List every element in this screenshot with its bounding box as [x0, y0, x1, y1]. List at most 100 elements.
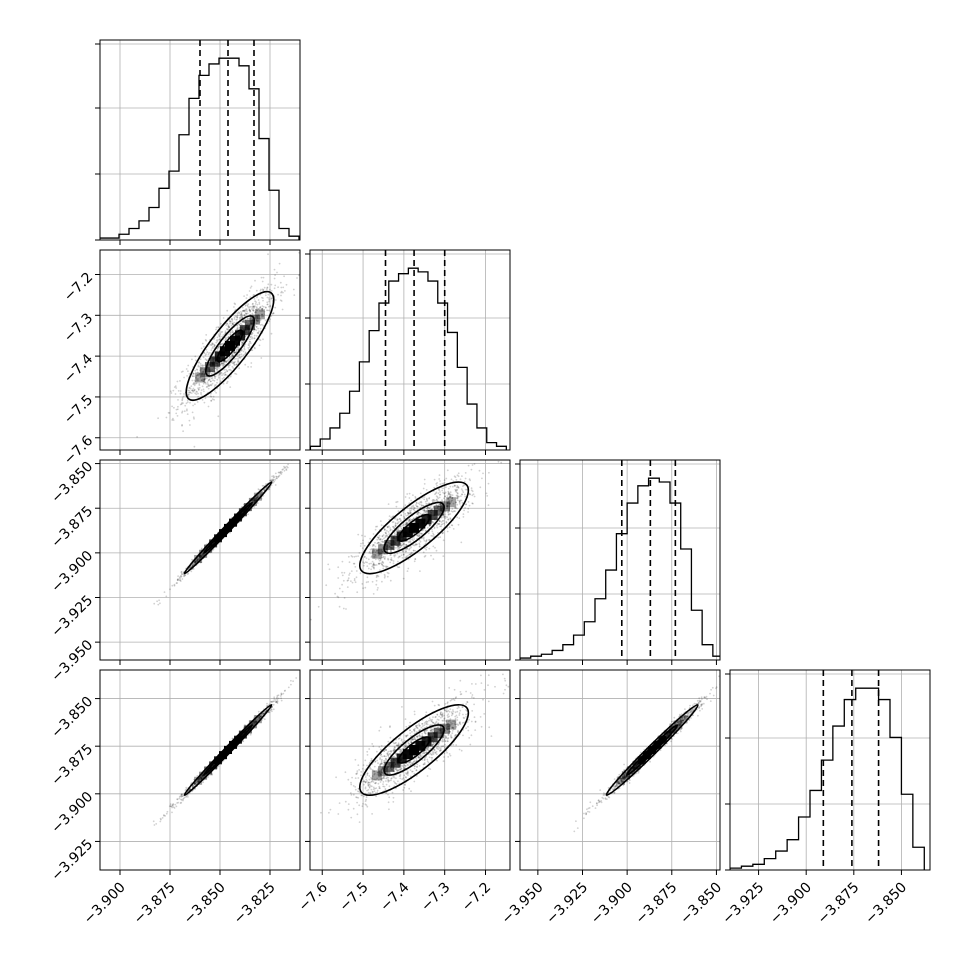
scatter-point — [227, 324, 230, 327]
scatter-point — [213, 379, 216, 382]
scatter-point — [410, 519, 413, 521]
density-cell — [230, 335, 240, 346]
scatter-point — [222, 334, 225, 336]
scatter-point — [236, 326, 239, 329]
scatter-point — [176, 579, 179, 582]
scatter-point — [241, 306, 244, 309]
scatter-point — [405, 522, 407, 525]
scatter-point — [227, 326, 230, 329]
axes-frame — [729, 669, 931, 871]
scatter-point — [423, 539, 426, 542]
scatter-point — [236, 363, 238, 366]
scatter-point — [191, 375, 194, 377]
scatter-point — [210, 399, 213, 402]
scatter-point — [262, 297, 264, 299]
scatter-point — [244, 305, 247, 307]
scatter-point — [232, 362, 234, 364]
scatter-point — [252, 722, 255, 725]
scatter-point — [404, 548, 407, 551]
scatter-point — [229, 320, 232, 323]
scatter-point — [189, 424, 191, 426]
scatter-point — [247, 306, 250, 309]
scatter-point — [201, 342, 204, 345]
scatter-point — [235, 373, 238, 375]
scatter-point — [236, 315, 239, 318]
scatter-point — [272, 708, 275, 711]
scatter-point — [427, 506, 429, 509]
scatter-point — [372, 563, 375, 566]
scatter-point — [428, 502, 430, 505]
scatter-point — [386, 526, 389, 528]
scatter-point — [236, 314, 239, 317]
scatter-point — [431, 501, 434, 503]
scatter-point — [257, 718, 260, 721]
scatter-point — [337, 596, 340, 599]
scatter-point — [233, 306, 235, 308]
scatter-point — [277, 475, 280, 478]
scatter-point — [397, 529, 400, 532]
scatter-point — [261, 315, 263, 318]
scatter-point — [402, 553, 405, 556]
scatter-point — [287, 463, 289, 466]
density-cell — [253, 492, 262, 501]
scatter-point — [422, 528, 425, 531]
scatter-point — [165, 416, 168, 419]
scatter-point — [248, 290, 251, 292]
scatter-point — [174, 393, 177, 395]
scatter-point — [419, 545, 421, 548]
scatter-point — [165, 595, 168, 598]
scatter-point — [341, 583, 343, 586]
density-cell — [378, 544, 389, 555]
scatter-point — [426, 506, 429, 509]
scatter-point — [471, 464, 474, 466]
scatter-point — [206, 385, 209, 388]
scatter-point — [280, 286, 283, 289]
scatter-point — [270, 332, 273, 335]
scatter-point — [393, 526, 396, 529]
scatter-point — [199, 556, 202, 559]
scatter-point — [376, 550, 378, 552]
scatter-point — [447, 518, 450, 521]
scatter-point — [423, 496, 426, 498]
scatter-point — [410, 512, 412, 515]
scatter-point — [200, 389, 203, 392]
scatter-point — [372, 563, 375, 566]
scatter-point — [258, 717, 261, 719]
scatter-point — [396, 519, 399, 522]
scatter-point — [242, 309, 245, 312]
scatter-point — [217, 333, 220, 336]
scatter-point — [254, 347, 256, 350]
scatter-point — [179, 380, 181, 382]
scatter-point — [233, 351, 236, 354]
scatter-point — [215, 339, 218, 341]
scatter-point — [183, 376, 186, 379]
scatter-point — [327, 563, 330, 566]
scatter-point — [180, 570, 183, 573]
scatter-point — [436, 499, 438, 501]
scatter-point — [249, 287, 252, 289]
scatter-point — [434, 500, 437, 502]
scatter-point — [473, 463, 476, 465]
scatter-point — [377, 575, 380, 578]
scatter-point — [202, 775, 205, 778]
scatter-point — [432, 521, 435, 524]
scatter-point — [364, 561, 367, 563]
scatter-point — [422, 504, 425, 507]
scatter-point — [201, 555, 203, 558]
scatter-point — [185, 402, 188, 405]
scatter-point — [403, 517, 406, 520]
scatter-point — [222, 361, 225, 363]
scatter-point — [412, 517, 415, 520]
scatter-point — [213, 353, 216, 355]
scatter-point — [456, 488, 459, 491]
scatter-point — [446, 502, 449, 505]
scatter-point — [441, 523, 444, 525]
scatter-point — [382, 567, 385, 570]
scatter-point — [487, 482, 490, 485]
scatter-point — [256, 320, 258, 323]
scatter-point — [270, 708, 273, 711]
scatter-point — [194, 392, 197, 394]
scatter-point — [428, 507, 431, 509]
scatter-point — [180, 793, 183, 796]
scatter-point — [199, 561, 202, 564]
